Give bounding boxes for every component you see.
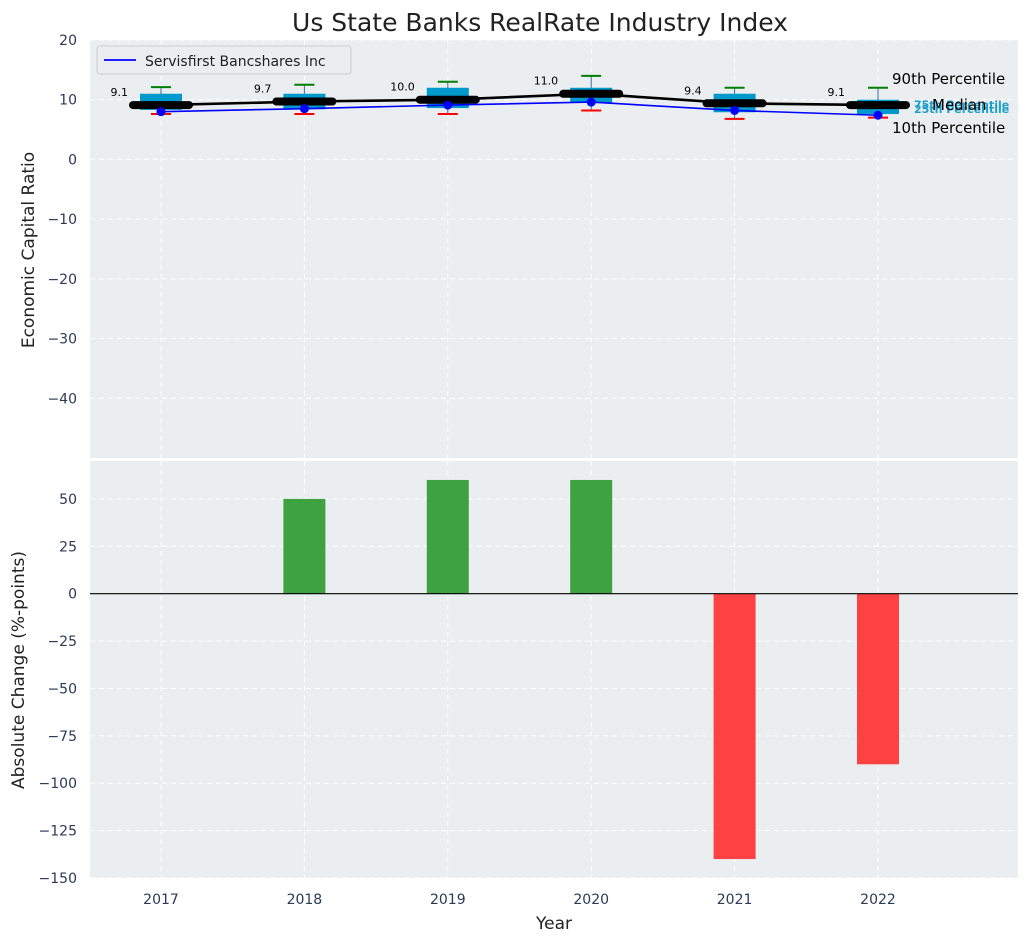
change-bar	[857, 593, 899, 765]
x-tick-label: 2019	[430, 892, 466, 908]
annotation-median: Median	[932, 96, 987, 114]
annotation-p25: 25th Percentile	[914, 103, 1009, 116]
change-bar	[713, 593, 756, 860]
annotation-p90: 90th Percentile	[892, 70, 1005, 88]
change-bar	[570, 479, 613, 594]
x-axis-label: Year	[535, 914, 572, 934]
top-y-tick-label: −10	[47, 212, 77, 228]
top-y-tick-label: −30	[47, 332, 77, 348]
top-y-tick-label: 0	[68, 152, 77, 168]
bottom-panel: 50 25 0 −25 −50 −75 −100 −125 −150 2017 2018 2019 20…	[39, 461, 1018, 908]
median-value-label: 9.1	[828, 86, 846, 99]
x-tick-label: 2017	[143, 892, 179, 908]
median-value-label: 9.7	[254, 83, 272, 96]
company-point	[730, 105, 740, 115]
change-bar	[283, 498, 326, 594]
top-y-tick-label: −40	[47, 391, 77, 407]
change-bar	[426, 479, 469, 594]
legend: Servisfirst Bancshares Inc	[96, 45, 352, 75]
company-point	[156, 107, 166, 117]
bottom-y-tick-label: −100	[39, 776, 77, 792]
x-tick-label: 2022	[860, 892, 896, 908]
median-value-label: 9.1	[111, 86, 129, 99]
bottom-y-tick-label: 50	[59, 492, 77, 508]
median-value-label: 9.4	[684, 84, 702, 97]
annotation-p10: 10th Percentile	[892, 119, 1005, 137]
bottom-y-tick-label: −50	[47, 681, 77, 697]
legend-entry-label: Servisfirst Bancshares Inc	[145, 54, 326, 70]
bottom-y-tick-label: −150	[39, 871, 77, 887]
top-panel: 20 10 0 −10 −20 −30 −40 9.1 9.7 10.0 11.0 9.4 9.1 90t…	[47, 33, 1018, 458]
top-y-axis-label: Economic Capital Ratio	[19, 152, 39, 348]
top-y-tick-label: −20	[47, 272, 77, 288]
company-point	[586, 97, 596, 107]
legend-box	[96, 45, 352, 75]
median-value-label: 10.0	[390, 81, 415, 94]
annotation-p75: 75th Percentile	[914, 99, 1009, 112]
series-line-company	[160, 101, 879, 117]
chart-title: Us State Banks RealRate Industry Index	[292, 8, 788, 37]
company-point	[443, 100, 453, 110]
company-point	[873, 110, 883, 120]
company-point	[299, 104, 309, 114]
x-tick-label: 2020	[573, 892, 609, 908]
median-value-label: 11.0	[534, 75, 559, 88]
top-y-tick-label: 20	[59, 33, 77, 49]
bottom-y-tick-label: 25	[59, 539, 77, 555]
bottom-y-axis-label: Absolute Change (%-points)	[9, 551, 29, 789]
x-tick-label: 2021	[717, 892, 753, 908]
bottom-y-tick-label: −25	[47, 634, 77, 650]
top-y-tick-label: 10	[59, 93, 77, 109]
x-tick-label: 2018	[287, 892, 323, 908]
bottom-y-tick-label: −125	[39, 824, 77, 840]
bottom-y-tick-label: 0	[68, 587, 77, 603]
bottom-y-tick-label: −75	[47, 729, 77, 745]
series-line-median	[160, 92, 879, 107]
